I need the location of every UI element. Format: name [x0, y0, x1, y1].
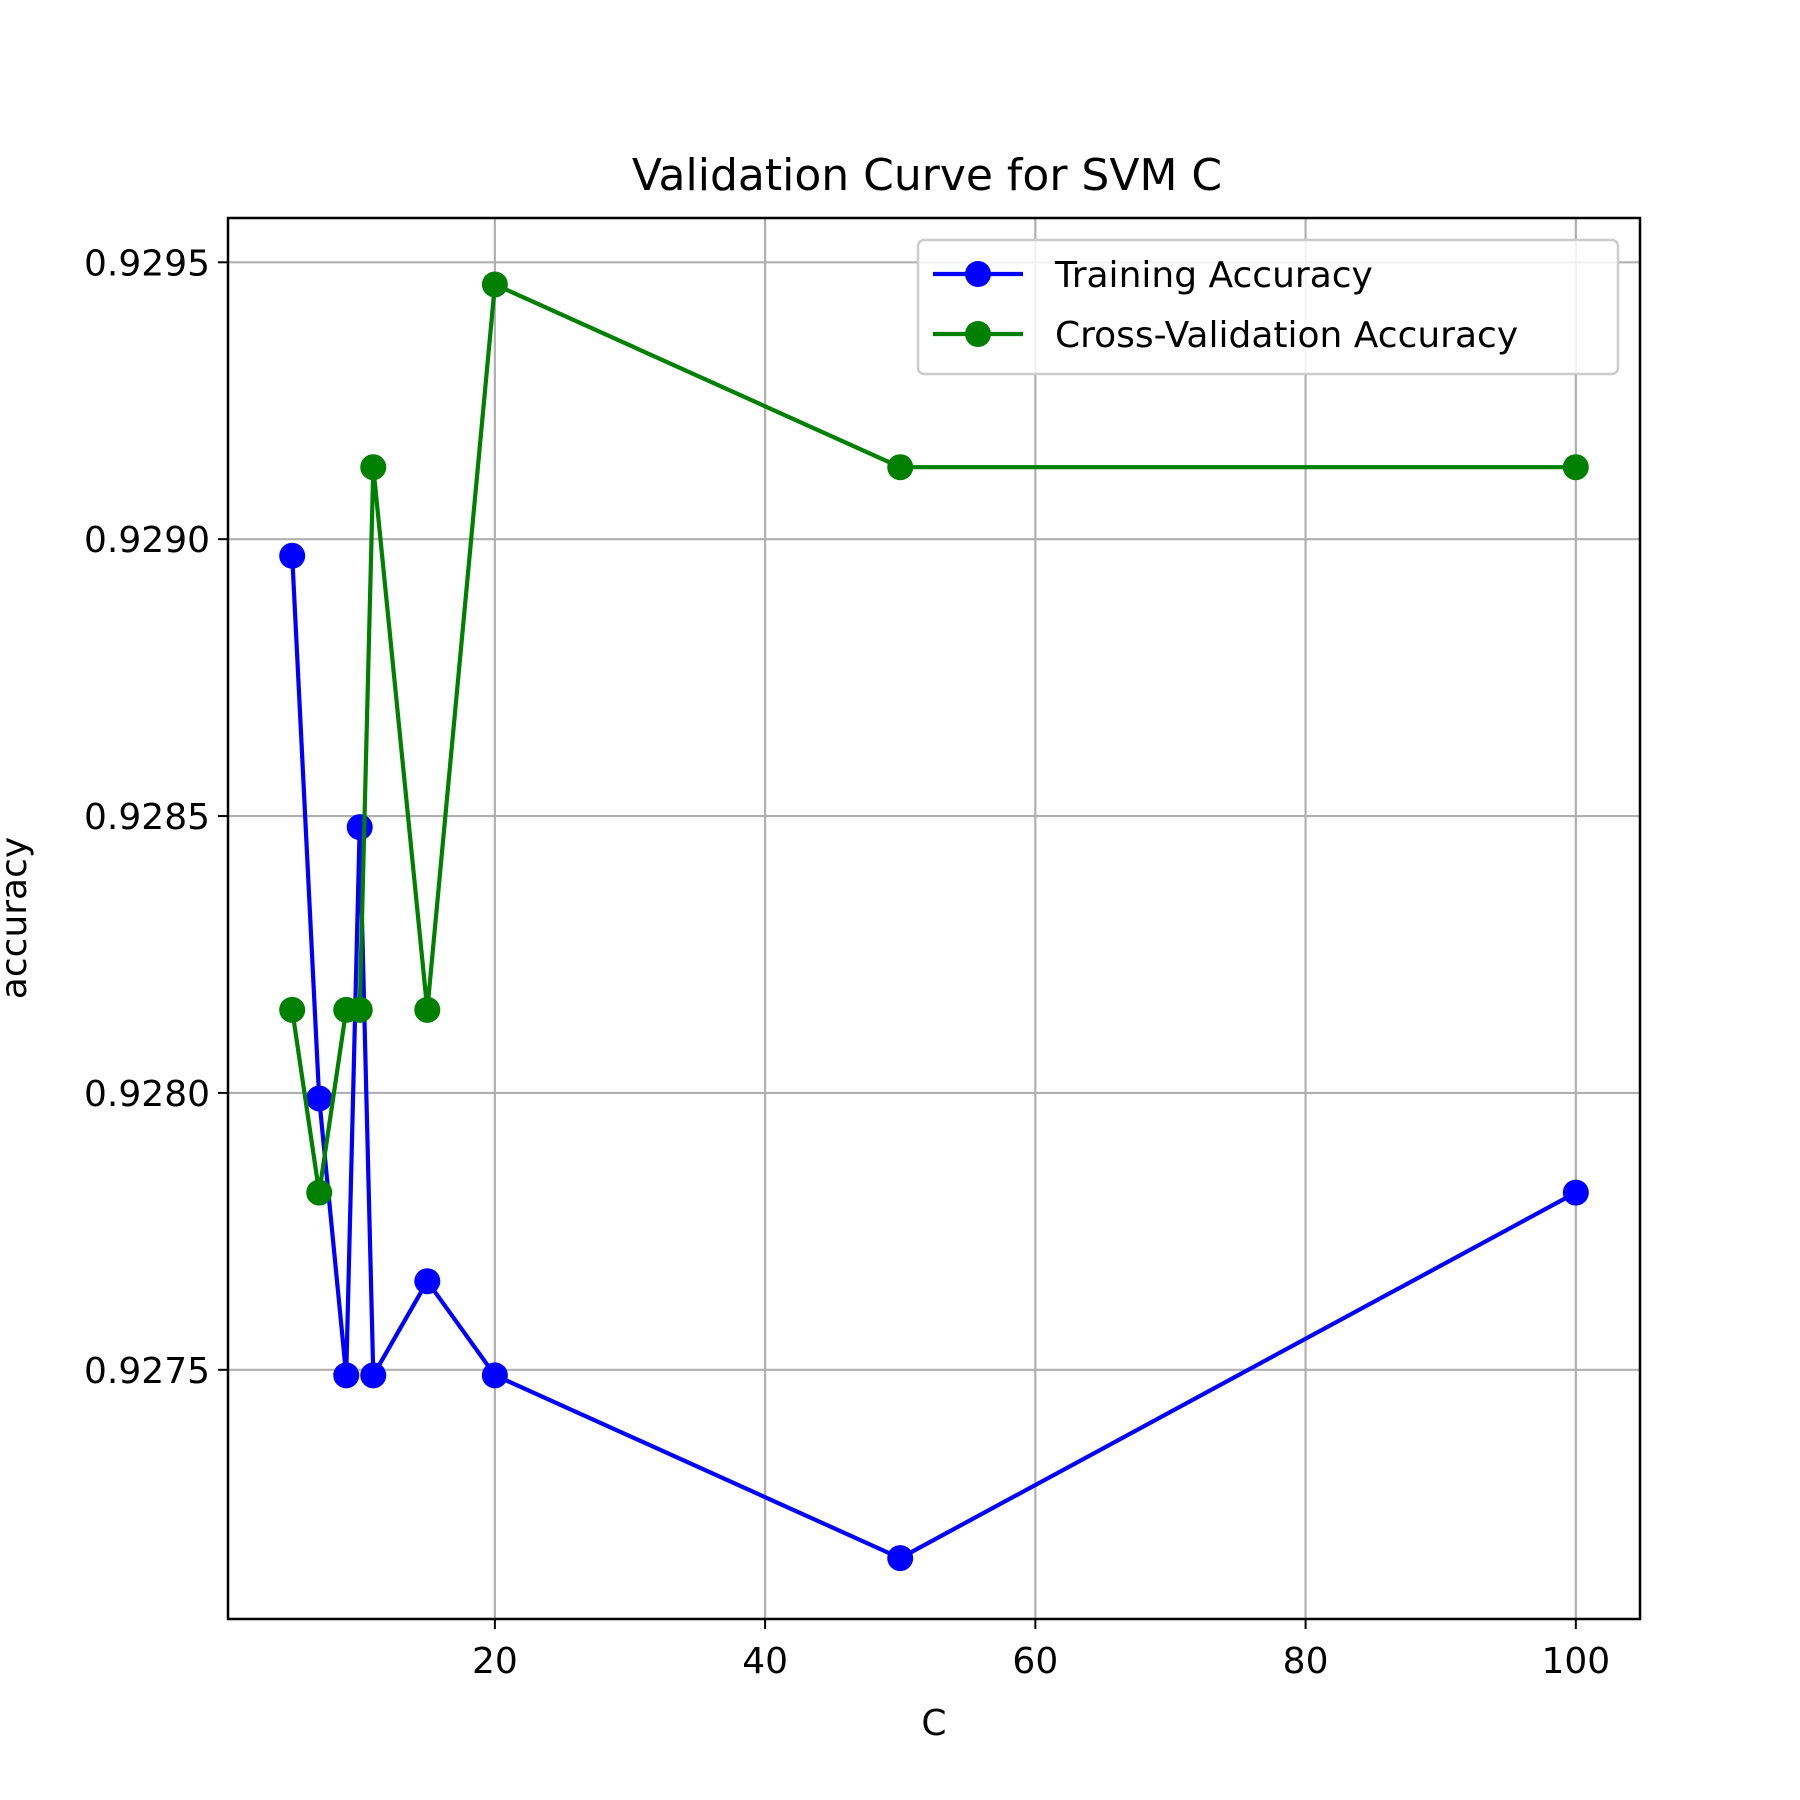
- y-tick-label: 0.9290: [84, 520, 210, 561]
- x-tick-label: 40: [742, 1641, 788, 1682]
- data-point: [279, 996, 306, 1023]
- legend-label: Cross-Validation Accuracy: [1055, 315, 1518, 356]
- legend-label: Training Accuracy: [1054, 255, 1373, 296]
- x-tick-label: 80: [1283, 1641, 1329, 1682]
- y-tick-label: 0.9295: [84, 243, 210, 284]
- legend-marker: [965, 261, 991, 287]
- x-tick-label: 20: [472, 1641, 518, 1682]
- data-point: [306, 1179, 333, 1206]
- y-tick-label: 0.9280: [84, 1074, 210, 1115]
- series-layer: [279, 271, 1589, 1572]
- data-point: [1562, 454, 1589, 481]
- data-point: [887, 454, 914, 481]
- legend-marker: [965, 321, 991, 347]
- data-point: [306, 1085, 333, 1112]
- ticks: 20 40 60 80 100 0.9275 0.9280 0.9285 0.9290 0.929…: [84, 243, 1610, 1682]
- data-point: [414, 996, 441, 1023]
- y-tick-label: 0.9285: [84, 797, 210, 838]
- series-cross-validation: [279, 271, 1589, 1206]
- data-point: [414, 1268, 441, 1295]
- data-point: [481, 1362, 508, 1389]
- x-tick-label: 60: [1012, 1641, 1058, 1682]
- data-point: [1562, 1179, 1589, 1206]
- data-point: [346, 814, 373, 841]
- data-point: [887, 1545, 914, 1572]
- chart-title: Validation Curve for SVM C: [632, 150, 1222, 201]
- data-point: [346, 996, 373, 1023]
- data-point: [360, 454, 387, 481]
- plot-frame: [226, 216, 1642, 1621]
- legend-box: [916, 238, 1620, 376]
- y-tick-label: 0.9275: [84, 1351, 210, 1392]
- y-axis-label: accuracy: [0, 837, 35, 999]
- data-point: [279, 542, 306, 569]
- x-axis-label: C: [921, 1703, 946, 1744]
- data-point: [360, 1362, 387, 1389]
- x-tick-label: 100: [1541, 1641, 1610, 1682]
- legend: Training Accuracy Cross-Validation Accura…: [916, 238, 1620, 376]
- data-point: [333, 1362, 360, 1389]
- data-point: [481, 271, 508, 298]
